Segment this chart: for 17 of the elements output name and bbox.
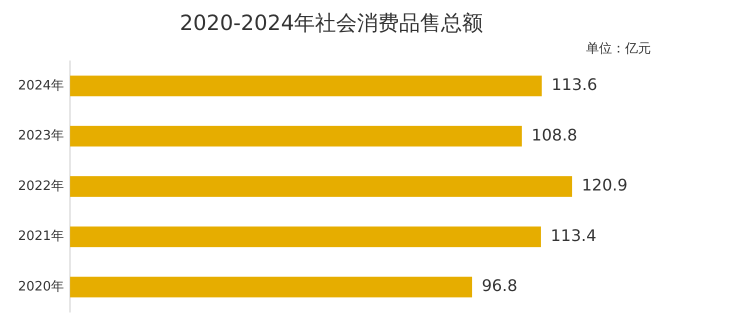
data-label: 113.4 xyxy=(550,226,596,245)
chart-title: 2020-2024年社会消费品售总额 xyxy=(180,11,484,36)
data-label: 96.8 xyxy=(482,276,518,296)
y-tick-label: 2023年 xyxy=(18,128,64,144)
bar xyxy=(70,276,472,298)
y-tick-label: 2022年 xyxy=(18,178,64,194)
data-label: 113.6 xyxy=(551,75,598,94)
bar xyxy=(70,76,542,96)
bar xyxy=(70,126,522,147)
text: 单位：亿元 xyxy=(586,41,651,56)
bar xyxy=(70,226,541,248)
y-tick-label: 2020年 xyxy=(18,279,64,294)
data-label: 108.8 xyxy=(532,125,578,144)
bar xyxy=(70,176,572,197)
y-tick-label: 2024年 xyxy=(18,78,64,94)
data-label: 120.9 xyxy=(582,176,628,195)
y-tick-label: 2021年 xyxy=(18,229,64,244)
